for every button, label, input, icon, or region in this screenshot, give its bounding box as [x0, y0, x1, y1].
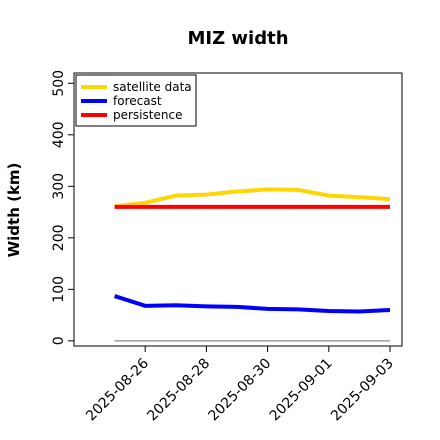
- series-line-forecast: [113, 294, 391, 314]
- x-tick-label: 2025-08-30: [206, 356, 275, 425]
- x-tick-label: 2025-09-03: [328, 356, 397, 425]
- y-tick-label: 500: [51, 70, 67, 97]
- y-tick-label: 0: [51, 336, 67, 345]
- x-tick-label: 2025-08-28: [144, 356, 213, 425]
- y-axis: 0 100 200 300 400 500: [51, 70, 74, 345]
- y-tick-label: 100: [51, 276, 67, 303]
- x-axis: 2025-08-262025-08-282025-08-302025-09-01…: [83, 346, 397, 424]
- legend-label: forecast: [113, 94, 162, 108]
- y-tick-label: 400: [51, 121, 67, 148]
- plot-area-frame: [73, 72, 403, 347]
- x-tick-label: 2025-08-26: [83, 355, 152, 424]
- chart-title: MIZ width: [187, 28, 288, 49]
- legend-label: satellite data: [113, 80, 192, 94]
- y-tick-label: 300: [51, 173, 67, 200]
- series-layer: [113, 187, 391, 342]
- legend-label: persistence: [113, 108, 182, 122]
- y-tick-label: 200: [51, 224, 67, 251]
- series-line-satellite-data: [114, 187, 391, 209]
- y-axis-label: Width (km): [5, 163, 23, 258]
- x-tick-label: 2025-09-01: [267, 356, 336, 425]
